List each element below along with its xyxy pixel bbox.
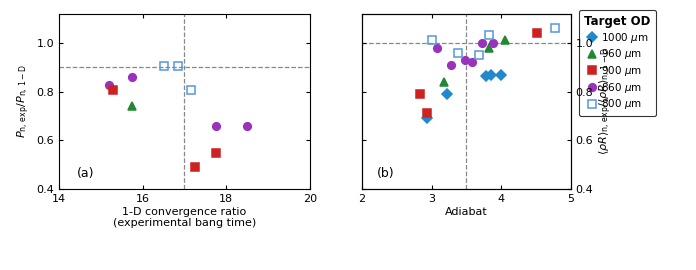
Text: (b): (b) [377,167,394,180]
X-axis label: Adiabat: Adiabat [445,207,488,217]
X-axis label: 1-D convergence ratio
(experimental bang time): 1-D convergence ratio (experimental bang… [113,207,256,228]
Y-axis label: $P_{\mathrm{n,\,exp}}/P_{\mathrm{n,\,1-D}}$: $P_{\mathrm{n,\,exp}}/P_{\mathrm{n,\,1-D… [16,64,33,138]
Y-axis label: $\langle\rho R\rangle_{\mathrm{n,\,exp}}/\langle\rho R\rangle_{\mathrm{n,\,1-D}}: $\langle\rho R\rangle_{\mathrm{n,\,exp}}… [597,47,614,155]
Legend: 1000 $\mu$m, 960 $\mu$m, 900 $\mu$m, 860 $\mu$m, 800 $\mu$m: 1000 $\mu$m, 960 $\mu$m, 900 $\mu$m, 860… [579,10,656,116]
Text: (a): (a) [77,167,94,180]
